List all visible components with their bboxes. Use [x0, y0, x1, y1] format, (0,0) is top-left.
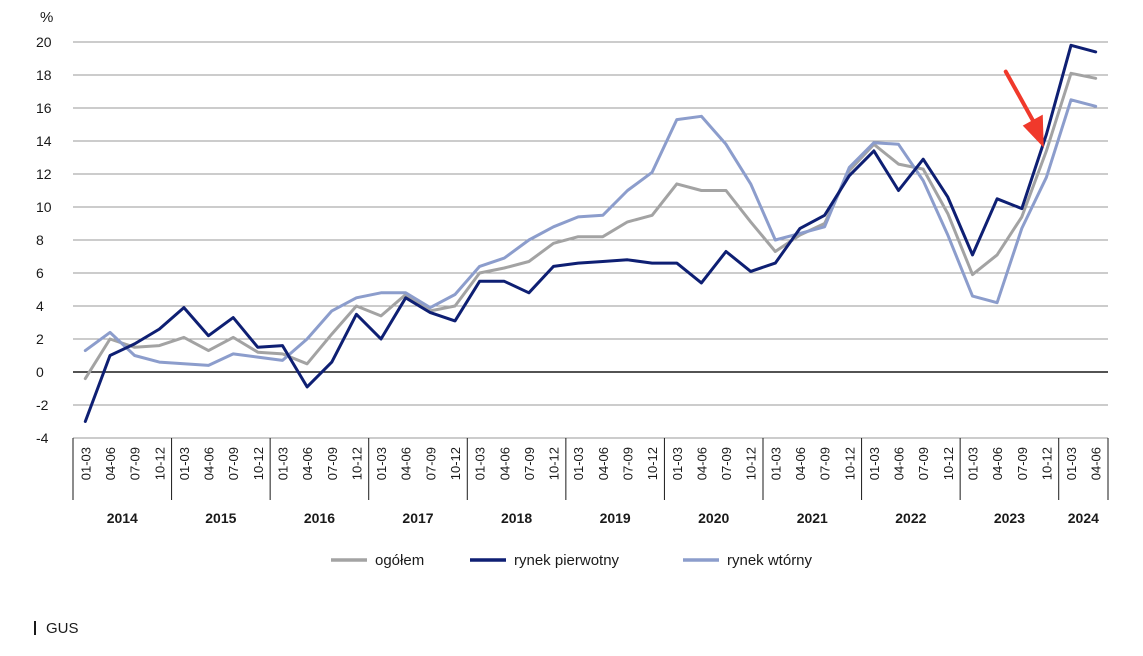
- x-tick-label: 07-09: [620, 447, 635, 480]
- x-tick-label: 10-12: [941, 447, 956, 480]
- x-tick-label: 10-12: [1039, 447, 1054, 480]
- x-year-label: 2024: [1068, 510, 1099, 526]
- x-tick-label: 01-03: [867, 447, 882, 480]
- x-tick-label: 10-12: [152, 447, 167, 480]
- x-year-label: 2017: [402, 510, 433, 526]
- x-tick-label: 10-12: [251, 447, 266, 480]
- x-tick-label: 10-12: [744, 447, 759, 480]
- x-year-label: 2016: [304, 510, 335, 526]
- x-tick-label: 07-09: [719, 447, 734, 480]
- x-year-label: 2020: [698, 510, 729, 526]
- y-tick-label: 0: [36, 364, 44, 380]
- x-tick-label: 04-06: [202, 447, 217, 480]
- x-tick-label: 07-09: [325, 447, 340, 480]
- series-line-2: [83, 43, 1098, 423]
- x-tick-label: 04-06: [596, 447, 611, 480]
- x-tick-label: 07-09: [128, 447, 143, 480]
- x-tick-label: 10-12: [645, 447, 660, 480]
- x-tick-label: 01-03: [571, 447, 586, 480]
- x-tick-label: 04-06: [300, 447, 315, 480]
- x-year-label: 2014: [107, 510, 138, 526]
- y-tick-label: 10: [36, 199, 52, 215]
- y-tick-label: -2: [36, 397, 49, 413]
- x-tick-label: 01-03: [374, 447, 389, 480]
- x-tick-label: 04-06: [1089, 447, 1104, 480]
- annotation-arrow-shaft: [1003, 69, 1038, 128]
- y-tick-label: 4: [36, 298, 44, 314]
- source-text: GUS: [46, 620, 79, 637]
- x-tick-label: 10-12: [349, 447, 364, 480]
- y-tick-label: 18: [36, 67, 52, 83]
- x-tick-label: 10-12: [448, 447, 463, 480]
- x-tick-label: 04-06: [990, 447, 1005, 480]
- y-tick-label: 2: [36, 331, 44, 347]
- x-year-label: 2015: [205, 510, 236, 526]
- source-note: GUS: [34, 620, 79, 637]
- x-year-label: 2019: [600, 510, 631, 526]
- series-line-1: [83, 71, 1098, 381]
- x-tick-label: 07-09: [916, 447, 931, 480]
- x-year-label: 2023: [994, 510, 1025, 526]
- x-year-label: 2022: [895, 510, 926, 526]
- x-tick-label: 04-06: [694, 447, 709, 480]
- y-tick-label: -4: [36, 430, 49, 446]
- x-tick-label: 10-12: [842, 447, 857, 480]
- x-tick-label: 07-09: [226, 447, 241, 480]
- legend-label-3: rynek wtórny: [727, 552, 813, 569]
- x-tick-label: 07-09: [1015, 447, 1030, 480]
- x-tick-label: 01-03: [78, 447, 93, 480]
- x-tick-label: 01-03: [670, 447, 685, 480]
- source-marker: [34, 621, 36, 635]
- x-tick-label: 07-09: [522, 447, 537, 480]
- x-tick-label: 04-06: [892, 447, 907, 480]
- x-tick-label: 01-03: [275, 447, 290, 480]
- x-tick-label: 01-03: [768, 447, 783, 480]
- x-tick-label: 01-03: [473, 447, 488, 480]
- x-year-label: 2018: [501, 510, 532, 526]
- x-tick-label: 04-06: [103, 447, 118, 480]
- y-unit-label: %: [40, 9, 53, 26]
- x-tick-label: 04-06: [399, 447, 414, 480]
- x-tick-label: 10-12: [547, 447, 562, 480]
- x-year-label: 2021: [797, 510, 828, 526]
- legend-label-1: ogółem: [375, 552, 424, 569]
- y-tick-label: 14: [36, 133, 52, 149]
- x-tick-label: 07-09: [423, 447, 438, 480]
- x-tick-label: 04-06: [793, 447, 808, 480]
- y-tick-label: 6: [36, 265, 44, 281]
- series-line-3: [83, 98, 1098, 367]
- x-tick-label: 01-03: [177, 447, 192, 480]
- y-tick-label: 8: [36, 232, 44, 248]
- x-tick-label: 01-03: [965, 447, 980, 480]
- annotation-arrow-head: [1022, 114, 1044, 148]
- x-tick-label: 04-06: [497, 447, 512, 480]
- y-tick-label: 20: [36, 34, 52, 50]
- x-tick-label: 01-03: [1064, 447, 1079, 480]
- y-tick-label: 16: [36, 100, 52, 116]
- y-tick-label: 12: [36, 166, 52, 182]
- x-tick-label: 07-09: [818, 447, 833, 480]
- legend-label-2: rynek pierwotny: [514, 552, 620, 569]
